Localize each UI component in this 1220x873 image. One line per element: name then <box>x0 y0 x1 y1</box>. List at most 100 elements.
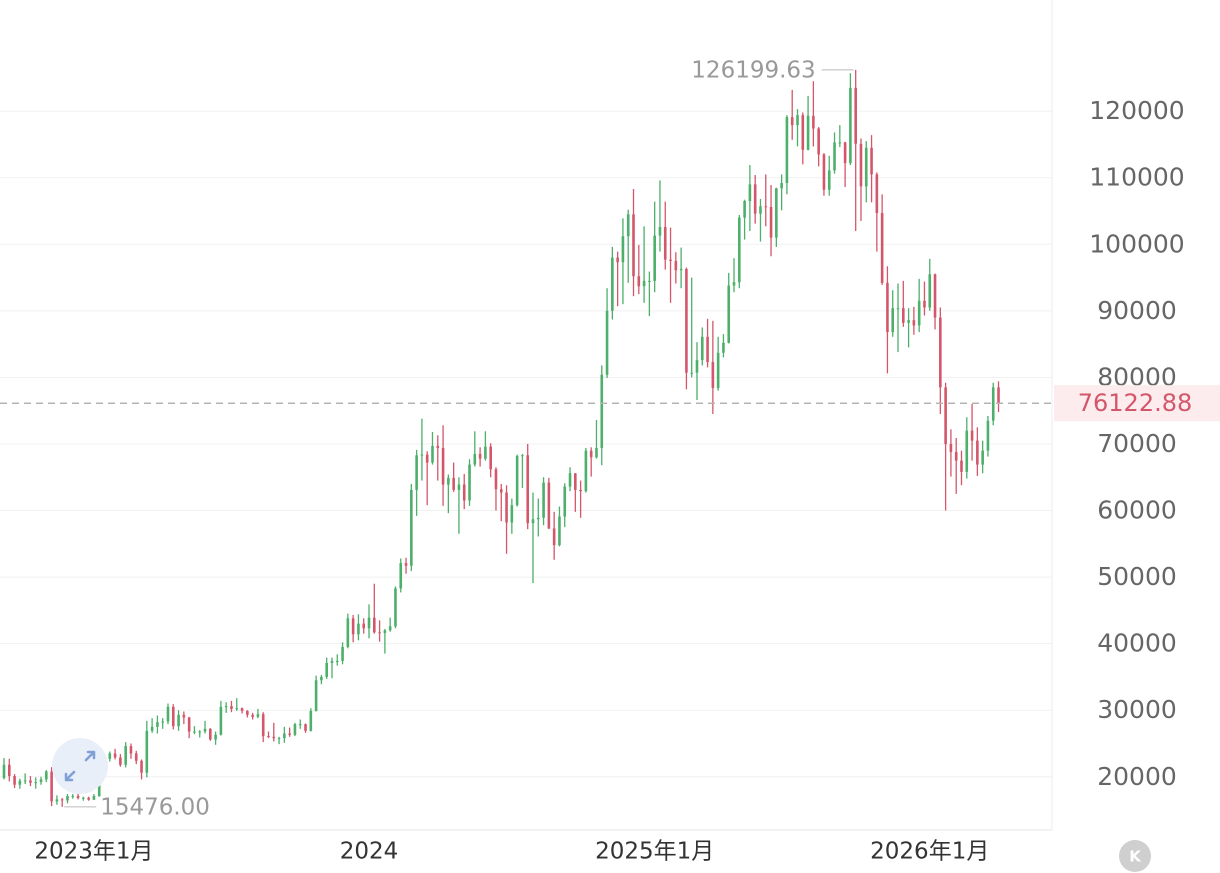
candle-body <box>521 455 524 457</box>
candle-body <box>394 588 397 627</box>
candle-body <box>357 623 360 635</box>
candle-body <box>875 174 879 213</box>
candle-body <box>55 799 59 802</box>
candle-body <box>129 746 133 754</box>
candle-body <box>711 362 715 389</box>
candle-body <box>944 387 947 444</box>
candle-body <box>785 117 789 184</box>
candle-body <box>13 776 16 785</box>
candle-body <box>341 646 344 661</box>
candle-body <box>277 738 281 740</box>
candles <box>2 69 1000 807</box>
x-tick-label: 2025年1月 <box>595 839 714 865</box>
grid <box>0 110 1052 778</box>
candle-body <box>864 147 868 187</box>
candle-body <box>547 482 551 529</box>
candle-body <box>251 714 254 717</box>
candle-body <box>954 451 958 461</box>
candle-body <box>224 706 228 708</box>
candle-body <box>335 660 339 662</box>
candle-body <box>177 714 180 727</box>
candle-body <box>388 626 392 631</box>
k-button[interactable]: K <box>1119 840 1151 872</box>
candle-body <box>261 714 265 737</box>
candle-body <box>304 724 307 731</box>
candle-body <box>230 706 233 709</box>
candle-body <box>912 320 916 326</box>
candle-body <box>880 212 884 283</box>
candle-body <box>314 680 318 711</box>
candle-body <box>457 484 461 490</box>
y-tick-label: 20000 <box>1097 762 1177 791</box>
candle-body <box>82 797 85 799</box>
candle-body <box>685 268 688 373</box>
candle-body <box>410 489 413 566</box>
candle-body <box>574 473 577 490</box>
candle-body <box>119 757 122 765</box>
candle-body <box>45 771 48 780</box>
candle-body <box>775 188 778 238</box>
candle-body <box>595 447 598 458</box>
candle-body <box>29 780 32 783</box>
candle-body <box>859 143 863 187</box>
candle-body <box>753 184 757 214</box>
candle-body <box>87 797 90 800</box>
candle-body <box>536 517 540 520</box>
candle-body <box>902 308 905 323</box>
candle-body <box>790 117 794 126</box>
candle-body <box>267 736 270 738</box>
candle-body <box>330 660 334 663</box>
expand-button[interactable] <box>52 738 108 794</box>
candle-body <box>854 87 857 144</box>
candle-body <box>965 430 969 472</box>
candle-body <box>23 780 27 782</box>
candle-body <box>515 455 519 506</box>
x-tick-label: 2023年1月 <box>34 839 153 865</box>
candle-body <box>695 360 699 373</box>
min-label: 15476.00 <box>100 794 210 820</box>
candle-body <box>653 235 656 281</box>
candle-body <box>50 771 53 802</box>
candle-body <box>478 453 482 459</box>
y-tick-label: 90000 <box>1097 296 1177 325</box>
candle-body <box>320 676 323 681</box>
candle-body <box>917 300 921 326</box>
candle-body <box>891 308 895 333</box>
candle-body <box>648 280 651 282</box>
candle-body <box>18 780 22 785</box>
candle-body <box>161 721 164 723</box>
candle-body <box>166 706 170 722</box>
candle-body <box>600 374 604 448</box>
candle-body <box>373 617 376 633</box>
candle-body <box>611 257 614 311</box>
k-label[interactable]: K <box>1129 848 1142 866</box>
candle-body <box>484 446 487 459</box>
candle-body <box>960 460 963 472</box>
candle-body <box>732 282 736 286</box>
candle-body <box>886 282 889 333</box>
candle-body <box>198 731 202 733</box>
candle-body <box>849 87 852 164</box>
candle-body <box>362 623 366 629</box>
candle-body <box>203 728 207 732</box>
candle-body <box>780 183 783 189</box>
candle-body <box>700 336 704 361</box>
candle-body <box>801 115 805 150</box>
candle-body <box>66 796 69 801</box>
candle-body <box>156 722 159 727</box>
candle-body <box>605 310 609 375</box>
expand-circle[interactable] <box>52 738 108 794</box>
candle-body <box>531 519 535 524</box>
expand-icon[interactable] <box>64 750 96 782</box>
candle-body <box>272 736 276 739</box>
candle-body <box>759 206 762 214</box>
candle-body <box>76 796 80 799</box>
candle-body <box>108 753 112 759</box>
candle-body <box>60 799 64 801</box>
candle-body <box>473 453 477 465</box>
candle-body <box>134 753 138 761</box>
candle-body <box>346 618 350 647</box>
k-circle[interactable] <box>1119 840 1151 872</box>
candle-body <box>71 796 75 798</box>
